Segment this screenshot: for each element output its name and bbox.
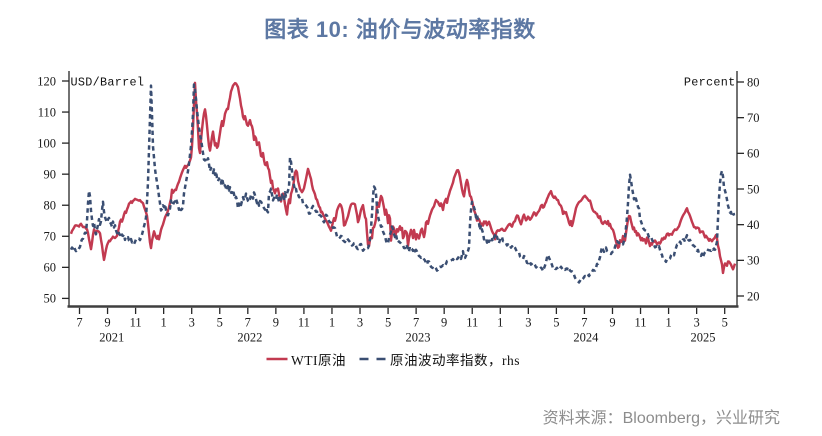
x-axis-year-label: 2023 (405, 331, 430, 345)
x-axis-month-label: 5 (385, 316, 391, 330)
series-line-volatility (69, 83, 736, 284)
y-axis-right-tick-label: 20 (747, 289, 760, 303)
legend-label-wti: WTI原油 (291, 353, 346, 368)
y-axis-right-tick-label: 50 (747, 182, 760, 196)
legend-line-sample-vol (359, 351, 387, 367)
y-axis-left-tick-label: 90 (44, 167, 57, 181)
y-axis-right-tick-label: 70 (747, 111, 760, 125)
x-axis-month-label: 1 (329, 316, 335, 330)
x-axis-year-label: 2022 (237, 331, 262, 345)
x-axis-month-label: 11 (298, 316, 310, 330)
source-note: 资料来源：Bloomberg，兴业研究 (542, 410, 780, 427)
y-axis-right-tick-label: 80 (747, 75, 760, 89)
x-axis-month-label: 9 (609, 316, 615, 330)
x-axis-month-label: 1 (665, 316, 671, 330)
dashed-line-icon (359, 357, 387, 361)
x-axis-month-label: 7 (413, 316, 419, 330)
x-axis-month-label: 7 (245, 316, 251, 330)
x-axis-month-label: 11 (130, 316, 142, 330)
x-axis-month-label: 3 (189, 316, 195, 330)
left-axis-unit-label: USD/Barrel (71, 76, 145, 90)
x-axis-month-label: 5 (553, 316, 559, 330)
x-axis-month-label: 5 (217, 316, 223, 330)
x-axis-month-label: 3 (694, 316, 700, 330)
y-axis-left-tick-label: 50 (44, 292, 57, 306)
x-axis-month-label: 3 (525, 316, 531, 330)
x-axis-month-label: 9 (273, 316, 279, 330)
series-line-wti (69, 81, 737, 275)
y-axis-left-tick-label: 70 (44, 230, 57, 244)
x-axis-month-label: 5 (722, 316, 728, 330)
legend: WTI原油 原油波动率指数，rhs (266, 351, 520, 368)
y-axis-left-tick-label: 80 (44, 199, 57, 213)
y-axis-right-tick-label: 60 (747, 147, 760, 161)
x-axis-year-label: 2024 (573, 331, 599, 345)
x-axis-month-label: 9 (441, 316, 447, 330)
y-axis-right-tick-label: 30 (747, 254, 760, 268)
x-axis-month-label: 1 (497, 316, 503, 330)
x-axis-month-label: 1 (161, 316, 167, 330)
y-axis-left-tick-label: 110 (38, 105, 56, 119)
x-axis-year-label: 2021 (99, 331, 124, 345)
y-axis-right-tick-label: 40 (747, 218, 760, 232)
chart-title: 图表 10: 油价与波动率指数 (264, 17, 536, 42)
x-axis-month-label: 7 (76, 316, 82, 330)
right-axis-unit-label: Percent (684, 76, 736, 90)
legend-label-vol: 原油波动率指数，rhs (389, 353, 520, 368)
y-axis-left-tick-label: 60 (44, 261, 57, 275)
x-axis-year-label: 2025 (690, 331, 715, 345)
y-axis-left-tick-label: 120 (37, 74, 56, 88)
x-axis-month-label: 11 (635, 316, 647, 330)
solid-line-icon (266, 357, 288, 361)
legend-line-sample-wti (266, 351, 288, 367)
y-axis-left-tick-label: 100 (37, 136, 56, 150)
x-axis-month-label: 3 (357, 316, 363, 330)
x-axis-month-label: 7 (581, 316, 587, 330)
x-axis-month-label: 11 (466, 316, 478, 330)
x-axis-month-label: 9 (104, 316, 110, 330)
